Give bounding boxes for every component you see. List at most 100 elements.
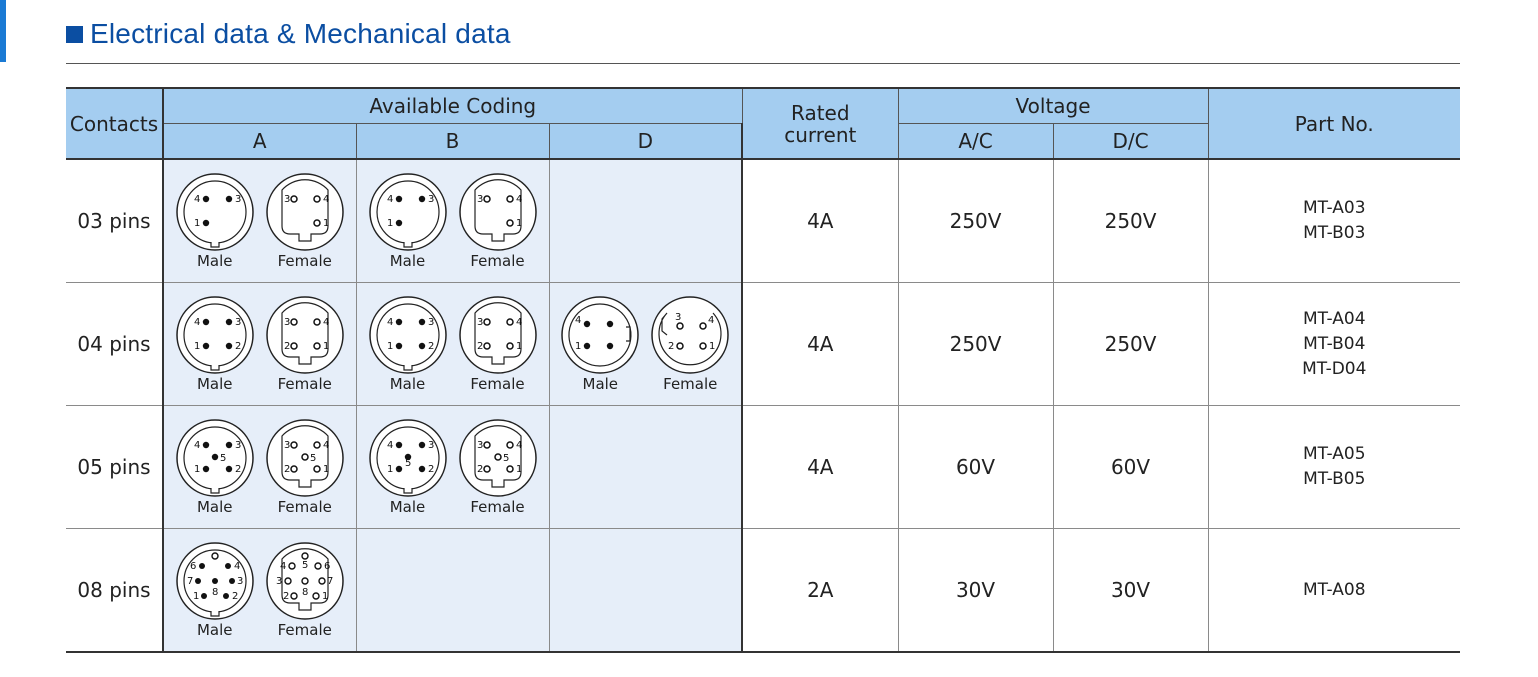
pin-label: 4 [516, 317, 522, 328]
part-number: MT-B03 [1303, 223, 1366, 243]
pin-label: 4 [194, 440, 200, 451]
header-coding-b: B [355, 123, 550, 160]
pin-label: 4 [575, 315, 581, 326]
contacts-cell: 04 pins [66, 282, 164, 406]
male-label: Male [196, 621, 233, 639]
pin-label: 7 [327, 576, 333, 587]
part-number: MT-A03 [1303, 198, 1366, 218]
part-number: MT-A08 [1303, 579, 1366, 600]
part-no-cell: MT-A03 MT-B03 [1207, 158, 1461, 283]
title-bullet-icon [66, 25, 83, 43]
connector-male: 4 3 1 2 Male [367, 295, 449, 393]
female-label: Female [277, 498, 332, 516]
pin-label: 2 [235, 341, 241, 352]
connector-male-icon: 4 3 1 2 [368, 296, 447, 374]
pin-label: 1 [323, 464, 329, 475]
pin-label: 1 [387, 464, 393, 475]
pin-label: 3 [284, 194, 290, 205]
pin-label: 1 [387, 341, 393, 352]
pin-label: 4 [387, 317, 393, 328]
connector-male: 6 4 7 3 8 1 [174, 541, 256, 639]
connector-female: 3 4 2 1 Female [649, 295, 731, 393]
pin-label: 4 [516, 440, 522, 451]
header-contacts: Contacts [66, 87, 164, 160]
connector-male-icon: 4 3 5 1 2 [176, 419, 254, 497]
female-label: Female [470, 375, 525, 393]
table-row: 05 pins 4 3 5 [66, 405, 1461, 529]
connector-female-icon: 3 4 1 [266, 173, 344, 251]
part-number: MT-B05 [1303, 469, 1366, 489]
connector-male-icon: 4 3 5 1 2 [368, 419, 447, 497]
header-voltage: Voltage [897, 87, 1209, 124]
female-label: Female [470, 498, 525, 516]
rated-current-cell: 4A [741, 282, 899, 406]
part-number: MT-B04 [1303, 333, 1366, 354]
coding-b-cell [355, 528, 550, 653]
connector-male: 4 3 5 1 2 Male [174, 418, 256, 516]
pin-label: 6 [190, 561, 196, 572]
female-label: Female [277, 252, 332, 270]
connector-male: 4 1 Male [559, 295, 641, 393]
pin-label: 2 [232, 591, 238, 602]
coding-d-cell [548, 158, 744, 283]
pin-label: 3 [428, 194, 434, 205]
connector-male: 4 3 1 Male [367, 172, 449, 270]
accent-bar [0, 0, 6, 62]
pin-label: 2 [235, 464, 241, 475]
pin-label: 4 [708, 315, 714, 326]
connector-female: 3 4 5 2 1 Female [457, 418, 539, 516]
pin-label: 3 [477, 440, 483, 451]
pin-label: 1 [194, 464, 200, 475]
pin-label: 3 [428, 317, 434, 328]
pin-label: 1 [323, 218, 329, 229]
pin-label: 4 [387, 194, 393, 205]
connector-female-icon: 3 4 2 1 [651, 296, 730, 374]
pin-label: 1 [194, 341, 200, 352]
male-label: Male [196, 252, 233, 270]
dc-voltage-cell: 30V [1052, 528, 1209, 653]
table-row: 03 pins 4 3 1 [66, 158, 1461, 283]
dc-voltage-cell: 60V [1052, 405, 1209, 529]
header-rated-current: Rated current [741, 87, 899, 160]
female-label: Female [470, 252, 525, 270]
connector-female: 3 4 2 1 Female [457, 295, 539, 393]
connector-female: 3 4 1 Female [264, 172, 346, 270]
pin-label: 4 [387, 440, 393, 451]
pin-label: 4 [194, 317, 200, 328]
section-title: Electrical data & Mechanical data [66, 18, 511, 50]
pin-label: 5 [310, 453, 316, 464]
ac-voltage-cell: 60V [897, 405, 1054, 529]
contacts-cell: 08 pins [66, 528, 164, 653]
connector-female-icon: 3 4 5 2 1 [266, 419, 344, 497]
spec-table: Contacts Available Coding Rated current … [66, 87, 1461, 653]
rated-current-cell: 4A [741, 405, 899, 529]
connector-male: 4 3 5 1 2 Male [367, 418, 449, 516]
male-label: Male [389, 375, 426, 393]
coding-b-cell: 4 3 1 Male 3 [355, 158, 550, 283]
part-number: MT-A04 [1303, 308, 1366, 329]
male-label: Male [196, 375, 233, 393]
header-part-no: Part No. [1207, 87, 1461, 160]
connector-male: 4 3 1 Male [174, 172, 256, 270]
coding-b-cell: 4 3 5 1 2 Male [355, 405, 550, 529]
pin-label: 1 [194, 218, 200, 229]
dc-voltage-cell: 250V [1052, 158, 1209, 283]
connector-male-icon: 6 4 7 3 8 1 [176, 542, 254, 620]
title-divider [66, 63, 1460, 64]
header-coding-d: D [548, 123, 744, 160]
connector-female-icon: 3 4 5 2 1 [458, 419, 537, 497]
coding-d-cell: 4 1 Male 3 [548, 282, 744, 406]
coding-b-cell: 4 3 1 2 Male [355, 282, 550, 406]
connector-female: 3 4 2 1 Female [264, 295, 346, 393]
pin-label: 2 [668, 341, 674, 352]
header-available-coding: Available Coding [162, 87, 743, 124]
connector-male-icon: 4 3 1 [176, 173, 254, 251]
connector-male: 4 3 1 2 Male [174, 295, 256, 393]
pin-label: 1 [322, 591, 328, 602]
pin-label: 2 [428, 341, 434, 352]
pin-label: 3 [477, 317, 483, 328]
pin-label: 3 [235, 440, 241, 451]
pin-label: 1 [323, 341, 329, 352]
pin-label: 1 [516, 218, 522, 229]
part-no-cell: MT-A05 MT-B05 [1207, 405, 1461, 529]
